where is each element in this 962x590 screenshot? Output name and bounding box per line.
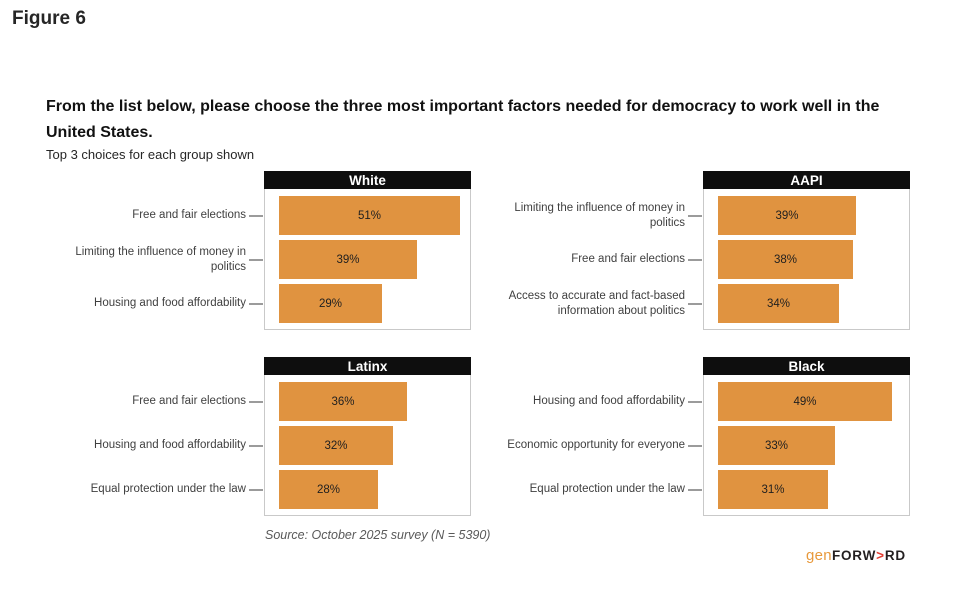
axis-tick bbox=[249, 400, 263, 403]
bar-row: 49% bbox=[704, 382, 909, 421]
axis-tick bbox=[688, 488, 702, 491]
bar-value-label: 39% bbox=[775, 209, 799, 222]
source-note: Source: October 2025 survey (N = 5390) bbox=[265, 528, 491, 542]
category-label: Free and fair elections bbox=[37, 196, 264, 235]
plot-area: 36% 32% 28% bbox=[265, 375, 470, 514]
category-label: Housing and food affordability bbox=[37, 284, 264, 323]
bar-value-label: 32% bbox=[324, 439, 348, 452]
figure-label: Figure 6 bbox=[12, 8, 86, 29]
bar-value-label: 31% bbox=[761, 483, 785, 496]
chart-group-header: AAPI bbox=[703, 171, 910, 189]
axis-tick bbox=[688, 302, 702, 305]
bar-row: 33% bbox=[704, 426, 909, 465]
bar: 28% bbox=[279, 470, 378, 509]
bar-value-label: 39% bbox=[336, 253, 360, 266]
axis-tick bbox=[249, 302, 263, 305]
category-label: Equal protection under the law bbox=[476, 470, 703, 509]
bar: 51% bbox=[279, 196, 460, 235]
axis-tick bbox=[688, 214, 702, 217]
bar: 39% bbox=[718, 196, 856, 235]
category-labels: Limiting the influence of money in polit… bbox=[476, 171, 703, 330]
logo-arrow-glyph: > bbox=[876, 548, 885, 563]
category-label: Free and fair elections bbox=[476, 240, 703, 279]
bar: 29% bbox=[279, 284, 382, 323]
bar-value-label: 49% bbox=[793, 395, 817, 408]
chart-group-header: Black bbox=[703, 357, 910, 375]
bar-row: 39% bbox=[704, 196, 909, 235]
logo-forward-text: FORW bbox=[831, 548, 877, 563]
bar-row: 51% bbox=[265, 196, 470, 235]
bar-value-label: 29% bbox=[318, 297, 343, 310]
bar: 49% bbox=[718, 382, 892, 421]
chart-group-header: White bbox=[264, 171, 471, 189]
chart-group-header: Latinx bbox=[264, 357, 471, 375]
bar-value-label: 51% bbox=[357, 209, 382, 222]
axis-tick bbox=[249, 258, 263, 261]
bar: 34% bbox=[718, 284, 839, 323]
axis-tick bbox=[249, 488, 263, 491]
category-labels: Housing and food affordability Economic o… bbox=[476, 357, 703, 516]
category-label: Housing and food affordability bbox=[476, 382, 703, 421]
bar-value-label: 34% bbox=[766, 297, 791, 310]
chart-subtitle: Top 3 choices for each group shown bbox=[46, 147, 255, 162]
bar-row: 32% bbox=[265, 426, 470, 465]
category-labels: Free and fair elections Housing and food … bbox=[37, 357, 264, 516]
bar-value-label: 36% bbox=[331, 395, 355, 408]
bar: 33% bbox=[718, 426, 835, 465]
bar-row: 29% bbox=[265, 284, 470, 323]
category-label: Limiting the influence of money in polit… bbox=[37, 240, 264, 279]
chart-white: Free and fair elections Limiting the infl… bbox=[37, 171, 471, 330]
bar: 32% bbox=[279, 426, 393, 465]
plot-area: 39% 38% 34% bbox=[704, 189, 909, 328]
category-label: Equal protection under the law bbox=[37, 470, 264, 509]
bar-value-label: 33% bbox=[764, 439, 789, 452]
axis-tick bbox=[249, 444, 263, 447]
axis-tick bbox=[688, 400, 702, 403]
genforward-logo: gen FORW > RD bbox=[806, 547, 906, 564]
bar-row: 28% bbox=[265, 470, 470, 509]
plot-area: 49% 33% 31% bbox=[704, 375, 909, 514]
axis-tick bbox=[688, 258, 702, 261]
category-label: Free and fair elections bbox=[37, 382, 264, 421]
bar-row: 39% bbox=[265, 240, 470, 279]
category-label: Access to accurate and fact-based inform… bbox=[476, 284, 703, 323]
bar-value-label: 38% bbox=[773, 253, 798, 266]
bar-row: 38% bbox=[704, 240, 909, 279]
chart-panel: AAPI 39% 38% 34% bbox=[703, 171, 910, 330]
axis-tick bbox=[688, 444, 702, 447]
chart-panel: White 51% 39% 29% bbox=[264, 171, 471, 330]
bar-row: 36% bbox=[265, 382, 470, 421]
chart-panel: Black 49% 33% 31% bbox=[703, 357, 910, 516]
logo-gen-text: gen bbox=[806, 547, 832, 564]
chart-panel: Latinx 36% 32% 28% bbox=[264, 357, 471, 516]
bar: 38% bbox=[718, 240, 853, 279]
plot-area: 51% 39% 29% bbox=[265, 189, 470, 328]
category-label: Economic opportunity for everyone bbox=[476, 426, 703, 465]
category-label: Limiting the influence of money in polit… bbox=[476, 196, 703, 235]
bar: 39% bbox=[279, 240, 417, 279]
bar: 36% bbox=[279, 382, 407, 421]
bar: 31% bbox=[718, 470, 828, 509]
chart-question-title: From the list below, please choose the t… bbox=[46, 98, 880, 141]
axis-tick bbox=[249, 214, 263, 217]
category-label: Housing and food affordability bbox=[37, 426, 264, 465]
bar-row: 34% bbox=[704, 284, 909, 323]
chart-black: Housing and food affordability Economic o… bbox=[476, 357, 910, 516]
chart-aapi: Limiting the influence of money in polit… bbox=[476, 171, 910, 330]
logo-rd-text: RD bbox=[884, 548, 906, 563]
chart-latinx: Free and fair elections Housing and food … bbox=[37, 357, 471, 516]
category-labels: Free and fair elections Limiting the infl… bbox=[37, 171, 264, 330]
bar-row: 31% bbox=[704, 470, 909, 509]
bar-value-label: 28% bbox=[316, 483, 341, 496]
